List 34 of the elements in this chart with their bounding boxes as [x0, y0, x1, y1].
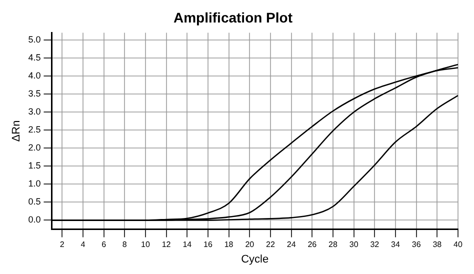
- y-tick-label: 1.0: [28, 178, 41, 189]
- y-tick-label: 3.5: [28, 88, 41, 99]
- y-tick-label: 2.5: [28, 124, 41, 135]
- x-tick-label: 34: [391, 240, 400, 250]
- y-tick-label: 4.0: [28, 70, 41, 81]
- x-tick-label: 26: [308, 240, 318, 250]
- x-tick-label: 18: [224, 240, 234, 250]
- chart-title: Amplification Plot: [174, 9, 293, 26]
- x-tick-label: 10: [141, 240, 150, 250]
- x-tick-label: 14: [182, 240, 192, 250]
- y-axis-title: ΔRn: [10, 120, 23, 142]
- x-tick-label: 16: [204, 240, 213, 250]
- x-tick-label: 24: [286, 240, 296, 250]
- x-tick-label: 20: [245, 240, 255, 250]
- x-tick-label: 28: [328, 240, 338, 250]
- y-tick-label: 0.5: [28, 196, 41, 207]
- y-tick-label: 2.0: [28, 142, 41, 153]
- y-tick-label: 3.0: [28, 106, 41, 117]
- x-axis-title: Cycle: [241, 253, 269, 266]
- x-tick-label: 8: [122, 240, 128, 250]
- x-tick-label: 36: [412, 240, 422, 250]
- x-tick-label: 30: [349, 240, 359, 250]
- x-tick-label: 2: [60, 240, 65, 250]
- y-tick-label: 1.5: [28, 160, 41, 171]
- x-tick-label: 32: [370, 240, 380, 250]
- y-tick-label: 5.0: [28, 34, 41, 44]
- x-tick-label: 22: [266, 240, 276, 250]
- y-tick-label: 4.5: [28, 52, 41, 63]
- x-tick-label: 4: [80, 240, 86, 250]
- x-tick-label: 6: [102, 240, 107, 250]
- x-tick-label: 12: [162, 240, 172, 250]
- y-tick-label: 0.0: [28, 214, 41, 225]
- x-tick-label: 38: [432, 240, 442, 250]
- x-tick-label: 40: [454, 240, 463, 250]
